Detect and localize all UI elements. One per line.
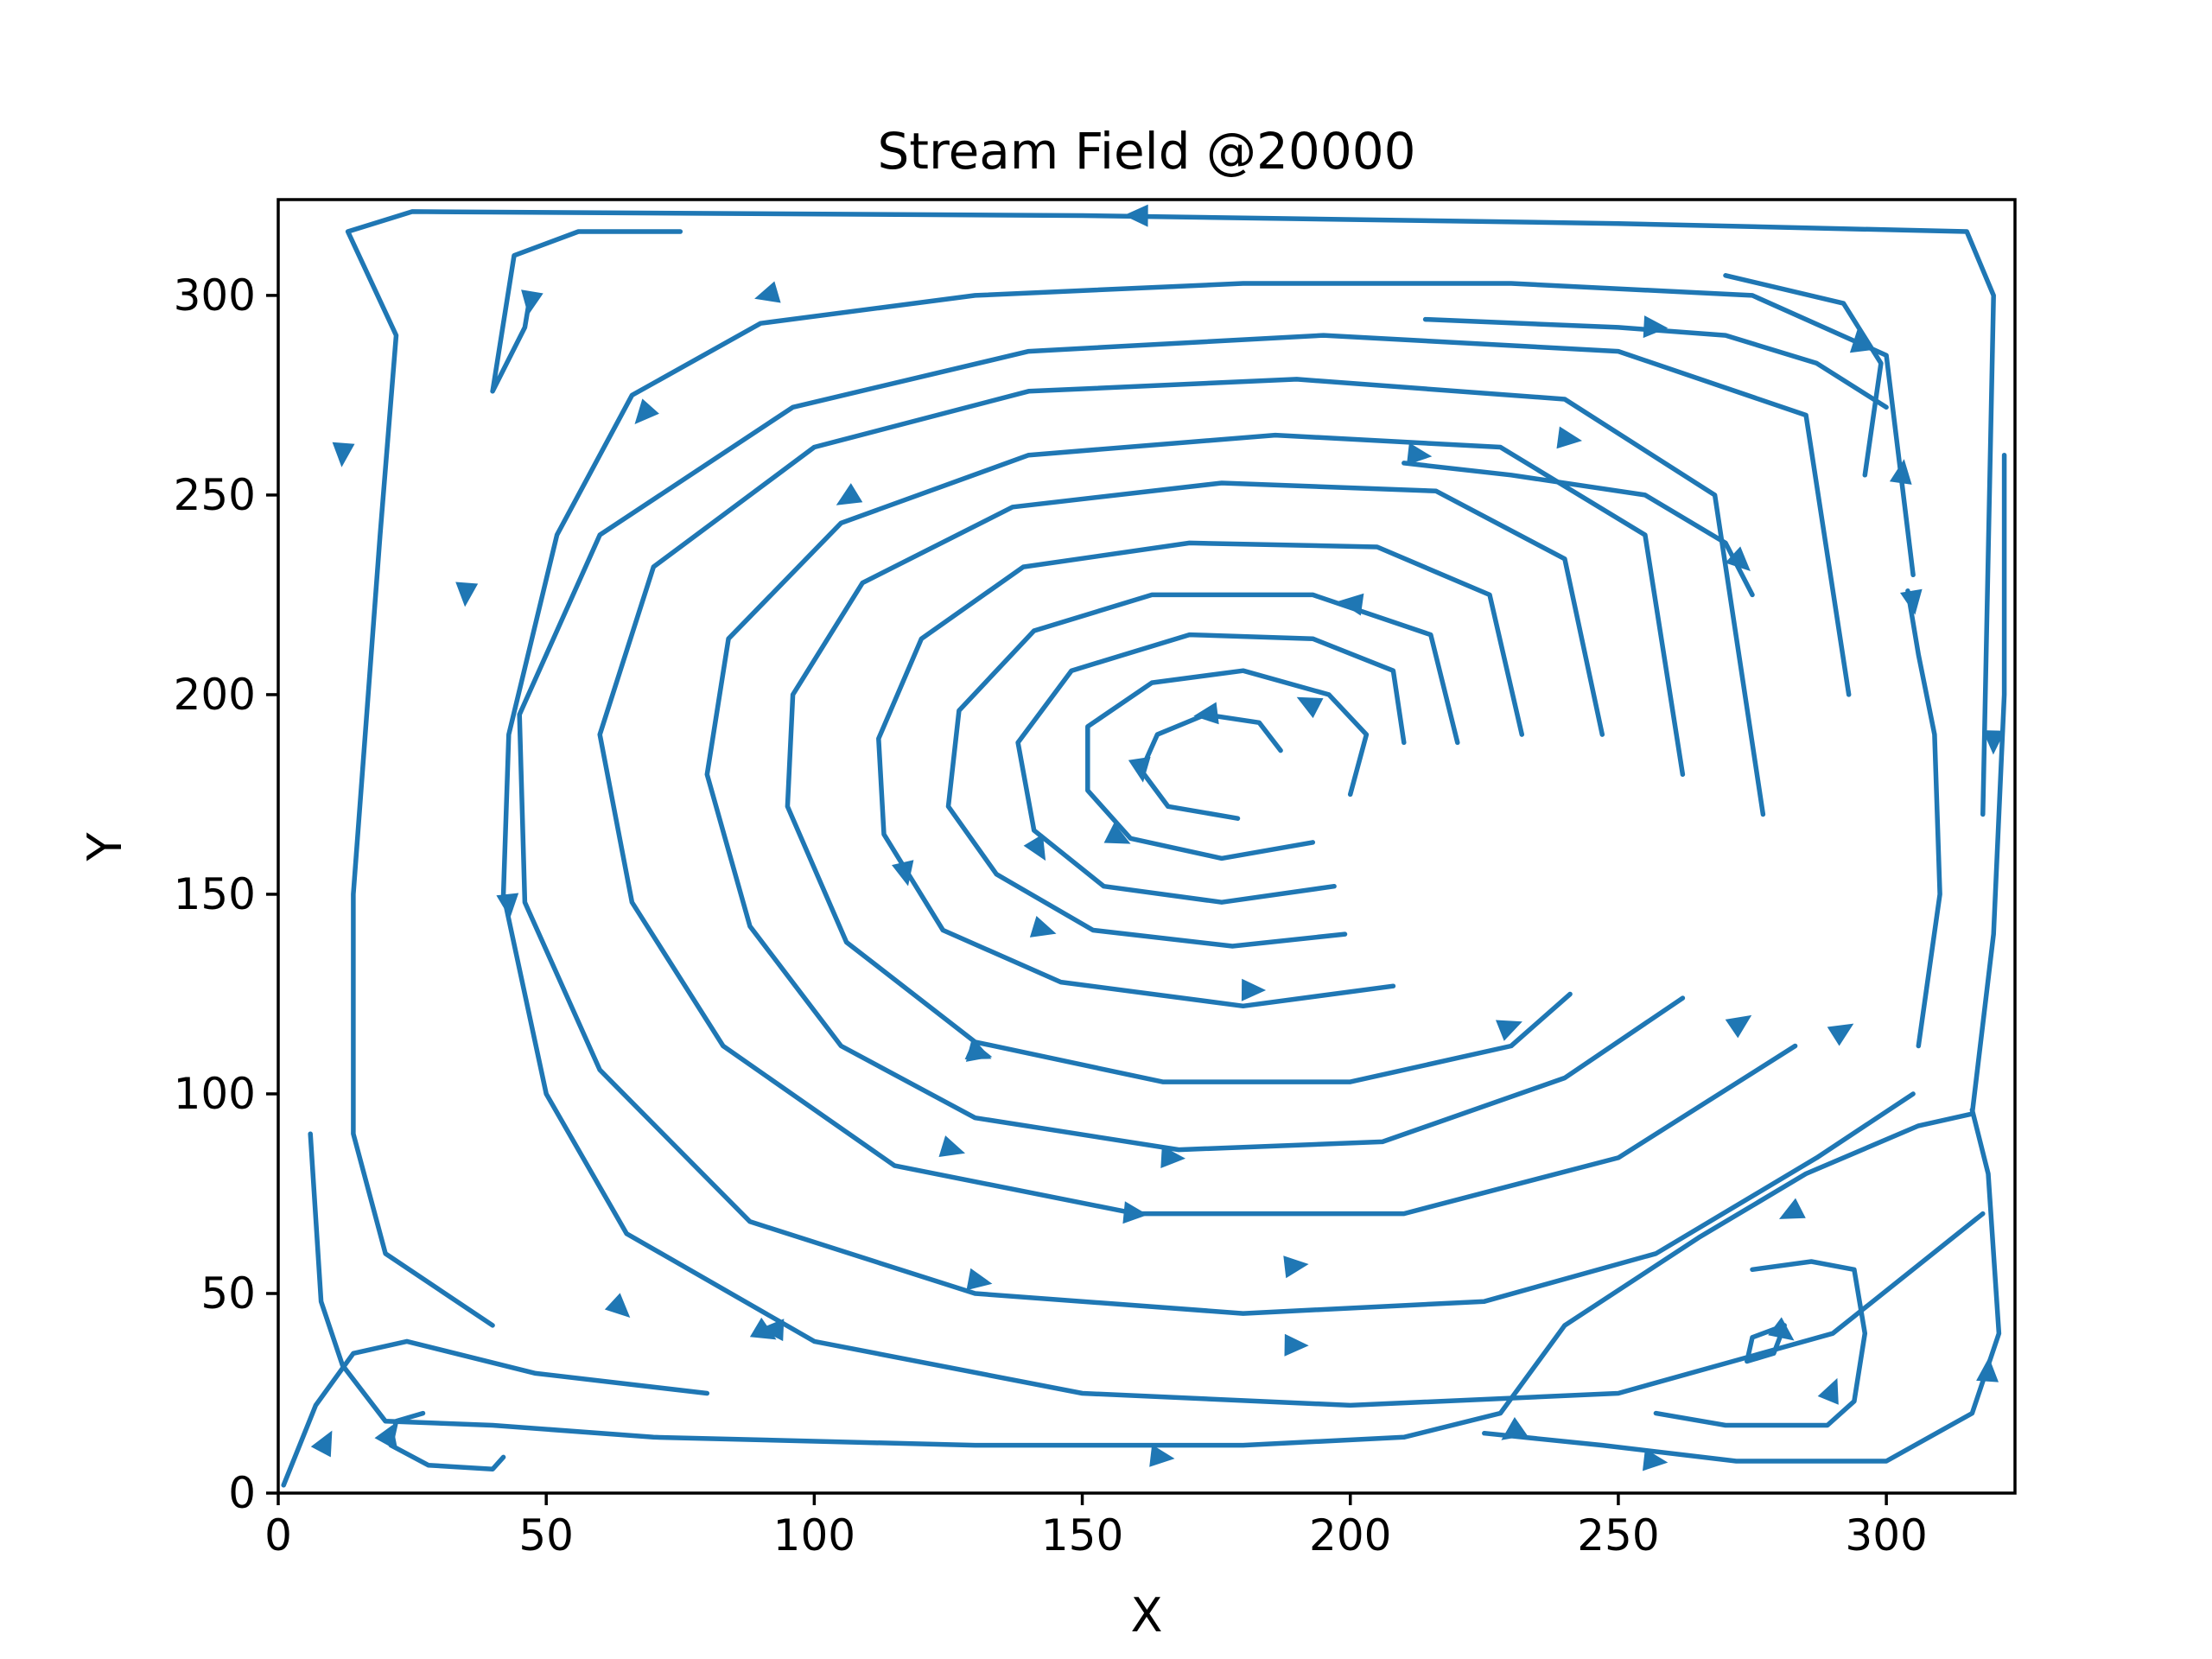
y-axis-ticks: 0 50 100 150 200 250 300 [174,270,278,1518]
streamline [500,281,1986,1408]
streamline [876,540,1525,1009]
flow-arrow [1725,546,1751,571]
flow-arrow [521,289,543,315]
streamline [1085,668,1370,861]
flow-arrow [1643,1448,1669,1471]
flow-arrow [836,483,863,505]
streamline [345,209,1996,1328]
flow-arrow [1128,756,1151,783]
flow-arrow [1827,1023,1854,1046]
flow-arrow [1725,1014,1752,1039]
flow-arrow [1160,1146,1185,1168]
flow-arrow [966,1268,993,1291]
flow-arrow [1976,1357,1999,1382]
streamline [1482,1107,2002,1464]
flow-arrow [496,893,519,918]
x-tick-label: 200 [1309,1510,1391,1560]
flow-arrow [1103,823,1131,844]
flow-arrow [1123,204,1148,227]
flow-arrow [1900,588,1923,615]
y-tick-label: 150 [174,869,256,919]
flow-arrow [1338,593,1364,616]
y-tick-label: 200 [174,670,256,720]
streamline [704,432,1686,1153]
flow-arrow [754,281,781,303]
streamlines-layer [281,204,2007,1488]
streamline [1422,316,1889,410]
flow-arrow [1023,834,1046,861]
x-tick-label: 150 [1041,1510,1123,1560]
flow-arrow [1779,1198,1806,1219]
flow-arrow [1889,459,1912,485]
flow-arrow [332,442,355,467]
flow-arrow [964,1039,992,1059]
flow-arrow [1029,916,1057,938]
flow-arrow [892,860,914,887]
y-tick-label: 250 [174,470,256,520]
flow-arrow [759,1319,785,1342]
streamline [785,480,1605,1084]
flow-arrow [1982,730,2005,755]
flow-arrow [1556,426,1582,449]
flow-arrow [1193,702,1219,725]
streamline [597,377,1798,1217]
streamline [281,1338,710,1488]
y-tick-label: 100 [174,1069,256,1119]
flow-arrow [1407,442,1433,466]
flow-arrow [604,1293,631,1318]
streamline [1139,712,1283,821]
flow-arrow [1643,315,1669,339]
flow-arrow [634,398,659,424]
x-axis-label: X [1131,1588,1163,1643]
x-axis-ticks: 0 50 100 150 200 250 300 [264,1493,1928,1560]
flow-arrow [1768,1317,1795,1341]
streamline [517,333,1916,1316]
streamline [388,1410,506,1472]
flow-arrow [1241,978,1267,1001]
streamline [1723,273,1884,478]
flow-arrow [1284,1333,1309,1357]
y-tick-label: 0 [228,1468,256,1518]
y-tick-label: 300 [174,270,256,321]
chart-title: Stream Field @20000 [877,122,1415,181]
flow-arrow [1496,1020,1522,1041]
streamline [1653,1259,1868,1428]
flow-arrow [310,1430,333,1458]
streamline [308,452,2007,1448]
flow-arrow [1849,327,1872,353]
flow-arrow [1283,1255,1309,1279]
flow-arrow [1296,696,1324,719]
flow-arrow [1149,1444,1175,1467]
y-axis-label: Y [78,832,132,862]
x-tick-label: 0 [264,1510,292,1560]
flow-arrow [938,1135,965,1157]
x-tick-label: 300 [1845,1510,1927,1560]
x-tick-label: 250 [1577,1510,1659,1560]
x-tick-label: 50 [518,1510,574,1560]
y-tick-label: 50 [200,1268,256,1319]
streamline [1015,632,1407,905]
flow-arrow [455,582,479,607]
x-tick-label: 100 [773,1510,855,1560]
flow-arrow [1122,1201,1148,1224]
flow-arrow [374,1425,398,1452]
streamline [1905,588,1942,1049]
streamline [490,229,683,394]
flow-arrow [1817,1377,1839,1405]
plot-frame [276,198,2017,1495]
